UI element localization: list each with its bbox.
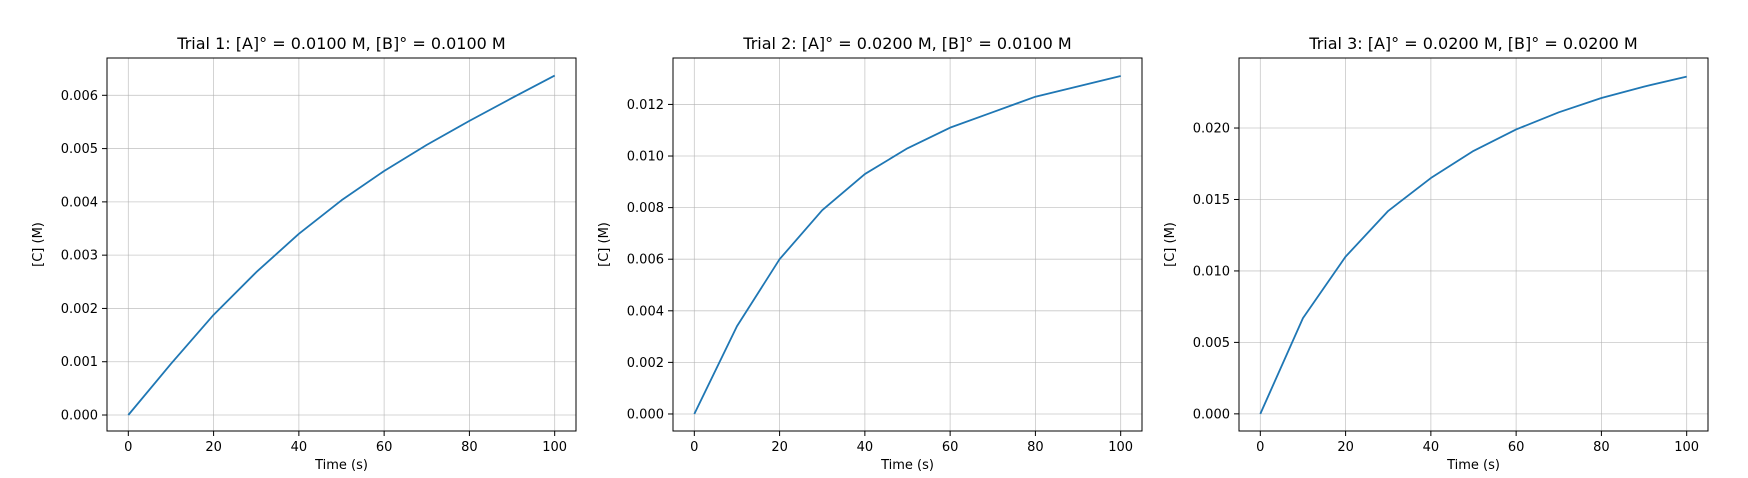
chart-title: Trial 2: [A]° = 0.0200 M, [B]° = 0.0100 … <box>742 34 1071 53</box>
x-axis-label: Time (s) <box>314 458 368 473</box>
y-tick-label: 0.008 <box>627 201 664 216</box>
data-series-line <box>1259 75 1687 415</box>
chart-title: Trial 1: [A]° = 0.0100 M, [B]° = 0.0100 … <box>176 34 505 53</box>
y-tick-label: 0.010 <box>1193 264 1230 279</box>
chart-panel-1: 0 20 40 60 80 100 0.000 0.001 0.002 0.003 0.004 0.0… <box>31 34 577 473</box>
y-tick-label: 0.000 <box>1193 407 1230 422</box>
x-tick-label: 60 <box>1508 440 1525 455</box>
y-tick-label: 0.002 <box>61 302 98 317</box>
y-tick-label: 0.002 <box>627 356 664 371</box>
x-tick-label: 100 <box>1108 440 1133 455</box>
y-tick-label: 0.001 <box>61 355 98 370</box>
x-tick-label: 20 <box>771 440 788 455</box>
x-tick-label: 40 <box>291 440 308 455</box>
y-tick-label: 0.020 <box>1193 122 1230 137</box>
x-tick-label: 80 <box>461 440 478 455</box>
y-axis-label: [C] (M) <box>31 222 46 267</box>
chart-title: Trial 3: [A]° = 0.0200 M, [B]° = 0.0200 … <box>1308 34 1637 53</box>
x-axis-label: Time (s) <box>1446 458 1500 473</box>
axes-frame <box>672 57 1143 432</box>
axes-frame <box>1238 57 1709 432</box>
chart-panel-2: 0 20 40 60 80 100 0.000 0.002 0.004 0.006 0.008 0.0… <box>597 34 1143 473</box>
x-tick-label: 0 <box>690 440 698 455</box>
x-tick-label: 100 <box>542 440 567 455</box>
y-tick-label: 0.006 <box>627 253 664 268</box>
y-tick-label: 0.000 <box>61 409 98 424</box>
y-tick-label: 0.005 <box>61 142 98 157</box>
x-tick-label: 80 <box>1027 440 1044 455</box>
x-tick-label: 100 <box>1674 440 1699 455</box>
y-axis-label: [C] (M) <box>1163 222 1178 267</box>
data-series-line <box>693 75 1121 415</box>
y-tick-label: 0.006 <box>61 89 98 104</box>
y-tick-label: 0.005 <box>1193 336 1230 351</box>
x-axis-label: Time (s) <box>880 458 934 473</box>
y-tick-label: 0.004 <box>61 195 98 210</box>
y-tick-label: 0.015 <box>1193 193 1230 208</box>
y-tick-label: 0.003 <box>61 249 98 264</box>
x-tick-label: 60 <box>942 440 959 455</box>
y-tick-label: 0.012 <box>627 98 664 113</box>
y-axis-label: [C] (M) <box>597 222 612 267</box>
chart-panel-3: 0 20 40 60 80 100 0.000 0.005 0.010 0.015 0.020 Tri… <box>1163 34 1709 473</box>
y-tick-label: 0.004 <box>627 304 664 319</box>
x-tick-label: 60 <box>376 440 393 455</box>
x-tick-label: 0 <box>124 440 132 455</box>
y-tick-label: 0.010 <box>627 150 664 165</box>
x-tick-label: 40 <box>1423 440 1440 455</box>
x-tick-label: 20 <box>205 440 222 455</box>
y-tick-label: 0.000 <box>627 407 664 422</box>
x-tick-label: 0 <box>1256 440 1264 455</box>
axes-frame <box>106 57 577 432</box>
x-tick-label: 40 <box>857 440 874 455</box>
data-series-line <box>127 74 556 416</box>
x-tick-label: 20 <box>1337 440 1354 455</box>
x-tick-label: 80 <box>1593 440 1610 455</box>
